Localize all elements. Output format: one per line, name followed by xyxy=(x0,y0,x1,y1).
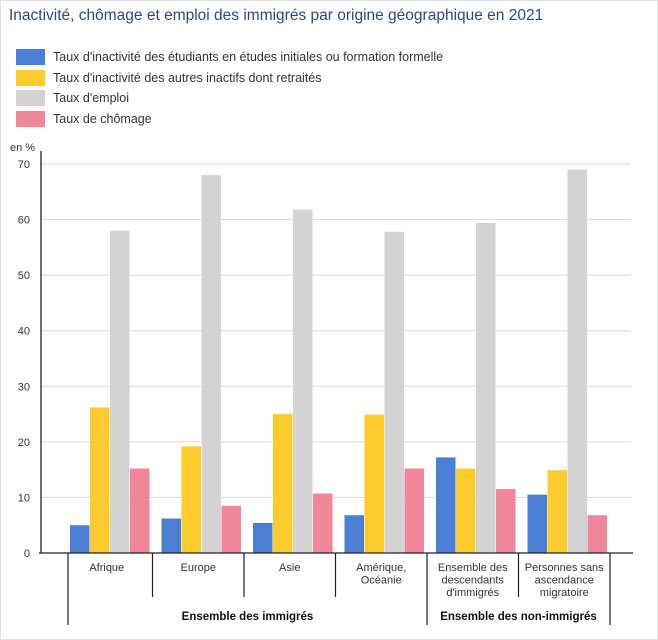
y-tick-label: 0 xyxy=(24,548,30,560)
legend-swatch xyxy=(16,49,45,66)
bar xyxy=(90,407,110,553)
y-tick-label: 60 xyxy=(18,215,30,227)
bar xyxy=(313,493,333,553)
category-label: ascendance xyxy=(535,575,594,587)
category-label: Océanie xyxy=(361,575,402,587)
category-label: Afrique xyxy=(89,562,124,574)
legend-swatch xyxy=(16,110,45,127)
legend-label: Taux d'inactivité des étudiants en étude… xyxy=(53,50,444,65)
bar xyxy=(364,414,384,553)
bar xyxy=(201,175,221,553)
bar xyxy=(293,209,313,553)
category-label: Ensemble des xyxy=(438,562,508,574)
bar xyxy=(527,494,547,553)
y-axis-unit: en % xyxy=(10,142,36,154)
bar xyxy=(70,525,90,553)
y-tick-label: 10 xyxy=(18,492,30,504)
bar xyxy=(496,489,516,553)
bar xyxy=(384,231,404,553)
legend-item-employment: Taux d'emploi xyxy=(16,88,443,109)
legend-swatch xyxy=(16,69,45,86)
bar xyxy=(253,522,273,553)
bar xyxy=(130,468,150,553)
bar xyxy=(567,169,587,554)
category-label: descendants xyxy=(442,575,505,587)
bar xyxy=(547,470,567,553)
bar xyxy=(181,446,201,553)
y-tick-label: 20 xyxy=(18,437,30,449)
bar xyxy=(221,505,241,553)
bar xyxy=(161,518,181,553)
category-label: Personnes sans xyxy=(525,562,604,574)
y-tick-label: 30 xyxy=(18,381,30,393)
legend-item-student-inactivity: Taux d'inactivité des étudiants en étude… xyxy=(16,47,443,68)
legend-label: Taux de chômage xyxy=(53,111,152,126)
bar xyxy=(344,515,364,553)
category-label: migratoire xyxy=(540,587,589,599)
legend-label: Taux d'inactivité des autres inactifs do… xyxy=(53,70,322,85)
category-label: Asie xyxy=(279,562,300,574)
bar xyxy=(476,222,496,554)
bar xyxy=(587,515,607,553)
legend-label: Taux d'emploi xyxy=(53,91,130,106)
legend: Taux d'inactivité des étudiants en étude… xyxy=(16,47,443,129)
y-tick-label: 70 xyxy=(18,159,30,171)
group-label: Ensemble des immigrés xyxy=(182,611,314,623)
legend-item-unemployment: Taux de chômage xyxy=(16,109,443,130)
y-tick-label: 50 xyxy=(18,270,30,282)
bar xyxy=(404,468,424,553)
category-label: d'immigrés xyxy=(446,587,499,599)
legend-item-other-inactivity: Taux d'inactivité des autres inactifs do… xyxy=(16,68,443,89)
group-label: Ensemble des non-immigrés xyxy=(440,611,597,623)
bar xyxy=(110,230,130,553)
chart-title: Inactivité, chômage et emploi des immigr… xyxy=(9,7,544,24)
category-label: Europe xyxy=(181,562,216,574)
bar xyxy=(456,468,476,553)
bar xyxy=(436,457,456,553)
category-label: Amérique, xyxy=(356,562,406,574)
legend-swatch xyxy=(16,90,45,107)
y-tick-label: 40 xyxy=(18,326,30,338)
bar xyxy=(273,414,293,553)
